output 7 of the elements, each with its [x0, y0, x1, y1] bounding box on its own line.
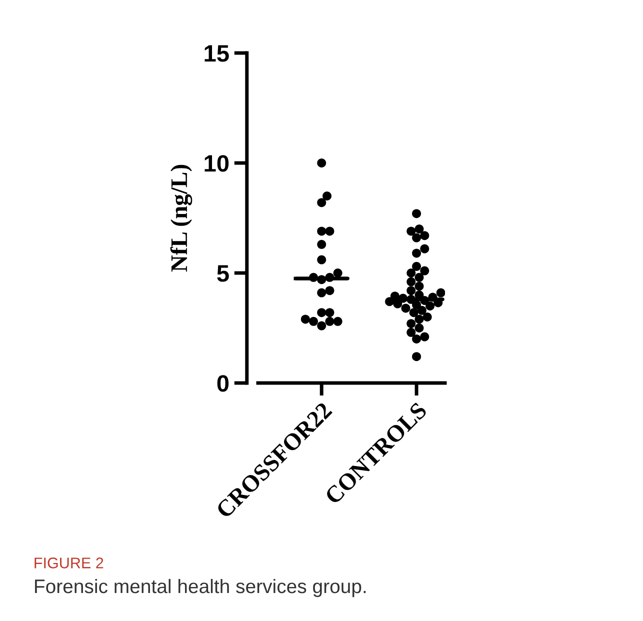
y-axis-title: NfL (ng/L) — [170, 164, 192, 272]
y-tick-label: 15 — [204, 45, 229, 62]
y-tick-label: 0 — [217, 375, 229, 392]
caption: FIGURE 2 — [34, 558, 104, 568]
y-tick-label: 10 — [204, 155, 229, 172]
text: Forensic mental health services group. — [35, 578, 366, 598]
y-tick-label: 5 — [217, 265, 229, 282]
